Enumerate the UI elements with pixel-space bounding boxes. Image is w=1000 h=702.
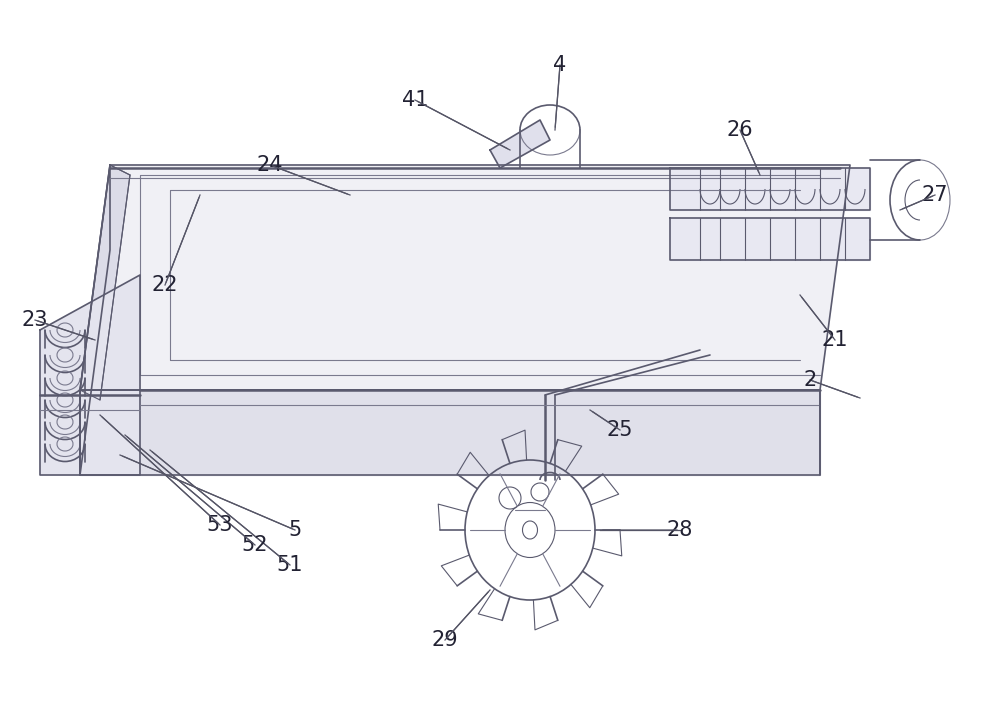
Text: 4: 4 <box>553 55 567 75</box>
Text: 41: 41 <box>402 90 428 110</box>
Polygon shape <box>80 165 130 400</box>
Text: 5: 5 <box>288 520 302 540</box>
Text: 2: 2 <box>803 370 817 390</box>
Text: 53: 53 <box>207 515 233 535</box>
Text: 27: 27 <box>922 185 948 205</box>
Text: 25: 25 <box>607 420 633 440</box>
Polygon shape <box>80 165 110 475</box>
Polygon shape <box>40 275 140 475</box>
Text: 28: 28 <box>667 520 693 540</box>
Text: 52: 52 <box>242 535 268 555</box>
Text: 26: 26 <box>727 120 753 140</box>
Text: 51: 51 <box>277 555 303 575</box>
Text: 21: 21 <box>822 330 848 350</box>
Text: 24: 24 <box>257 155 283 175</box>
Polygon shape <box>80 165 850 390</box>
Polygon shape <box>670 168 870 210</box>
Text: 23: 23 <box>22 310 48 330</box>
Polygon shape <box>670 218 870 260</box>
Polygon shape <box>490 120 550 168</box>
Text: 29: 29 <box>432 630 458 650</box>
Text: 22: 22 <box>152 275 178 295</box>
Polygon shape <box>80 390 820 475</box>
